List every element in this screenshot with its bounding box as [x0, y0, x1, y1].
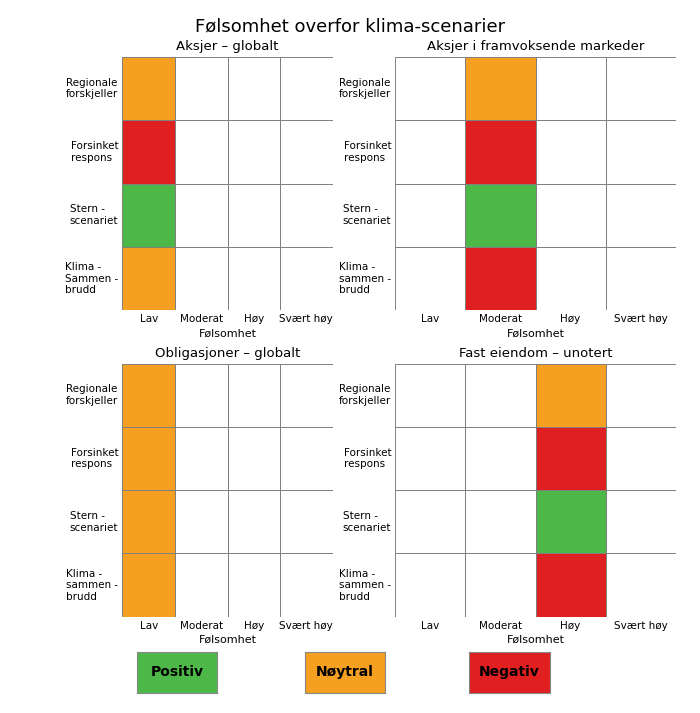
Text: Nøytral: Nøytral [316, 665, 374, 679]
Bar [122, 120, 175, 184]
Text: Negativ: Negativ [479, 665, 540, 679]
Title: Obligasjoner – globalt: Obligasjoner – globalt [155, 347, 300, 359]
Bar [280, 247, 332, 310]
Bar [466, 247, 536, 310]
Text: Følsomhet overfor klima-scenarier: Følsomhet overfor klima-scenarier [195, 18, 505, 36]
Bar [606, 553, 676, 617]
Bar [466, 57, 536, 120]
Bar [280, 57, 332, 120]
Bar [395, 57, 466, 120]
Bar [280, 553, 332, 617]
X-axis label: Følsomhet: Følsomhet [199, 329, 256, 339]
Bar [280, 427, 332, 491]
Bar [395, 120, 466, 184]
Title: Fast eiendom – unotert: Fast eiendom – unotert [458, 347, 612, 359]
Bar [122, 427, 175, 491]
Bar [122, 491, 175, 553]
Bar [536, 553, 606, 617]
Bar [175, 247, 228, 310]
Bar [122, 364, 175, 427]
Bar [606, 491, 676, 553]
Bar [122, 184, 175, 247]
Bar [228, 364, 280, 427]
Bar [536, 247, 606, 310]
Bar [228, 553, 280, 617]
Bar [175, 184, 228, 247]
Bar [536, 364, 606, 427]
Title: Aksjer – globalt: Aksjer – globalt [176, 40, 279, 53]
Bar [280, 184, 332, 247]
Bar [536, 491, 606, 553]
Bar [395, 184, 466, 247]
Bar [228, 184, 280, 247]
Bar [122, 57, 175, 120]
Bar [536, 57, 606, 120]
Bar [122, 184, 175, 247]
Bar [175, 57, 228, 120]
Text: Positiv: Positiv [150, 665, 203, 679]
Bar [122, 364, 175, 427]
Bar [466, 364, 536, 427]
Bar [122, 553, 175, 617]
Bar [122, 247, 175, 310]
Bar [606, 364, 676, 427]
Bar [466, 57, 536, 120]
Bar [466, 427, 536, 491]
Bar [536, 491, 606, 553]
Bar [606, 247, 676, 310]
Bar [466, 120, 536, 184]
Bar [395, 364, 466, 427]
Bar [466, 120, 536, 184]
Bar [606, 120, 676, 184]
Bar [606, 184, 676, 247]
X-axis label: Følsomhet: Følsomhet [507, 635, 564, 645]
Bar [228, 247, 280, 310]
Bar [395, 427, 466, 491]
Bar [536, 120, 606, 184]
Bar [280, 120, 332, 184]
Bar [280, 364, 332, 427]
Bar [536, 427, 606, 491]
Bar [228, 120, 280, 184]
Bar [466, 553, 536, 617]
Bar [175, 491, 228, 553]
Bar [122, 247, 175, 310]
Bar [606, 57, 676, 120]
X-axis label: Følsomhet: Følsomhet [199, 635, 256, 645]
Bar [175, 553, 228, 617]
Bar [536, 184, 606, 247]
Bar [122, 553, 175, 617]
Bar [606, 427, 676, 491]
Bar [122, 491, 175, 553]
Bar [228, 491, 280, 553]
Bar [395, 247, 466, 310]
Bar [122, 427, 175, 491]
Bar [466, 491, 536, 553]
Bar [175, 364, 228, 427]
Bar [536, 364, 606, 427]
Bar [536, 427, 606, 491]
Bar [536, 553, 606, 617]
Bar [228, 427, 280, 491]
Title: Aksjer i framvoksende markeder: Aksjer i framvoksende markeder [427, 40, 644, 53]
Bar [466, 184, 536, 247]
Bar [395, 491, 466, 553]
Bar [175, 120, 228, 184]
Bar [122, 57, 175, 120]
Bar [466, 184, 536, 247]
Bar [466, 247, 536, 310]
Bar [395, 553, 466, 617]
Bar [280, 491, 332, 553]
Bar [122, 120, 175, 184]
Bar [228, 57, 280, 120]
X-axis label: Følsomhet: Følsomhet [507, 329, 564, 339]
Bar [175, 427, 228, 491]
